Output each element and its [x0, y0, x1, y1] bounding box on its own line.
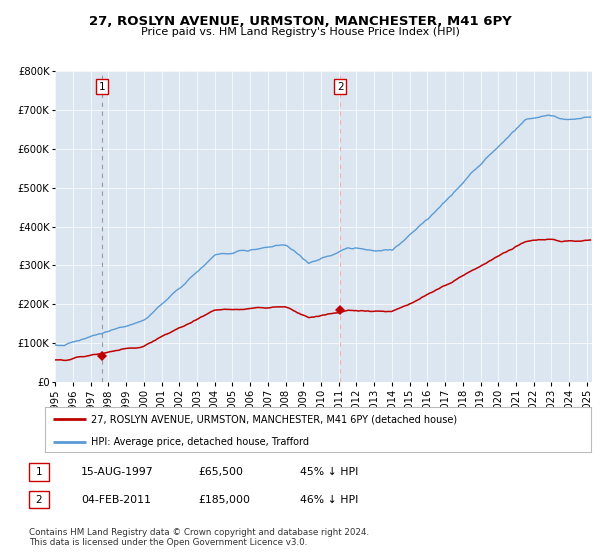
Text: 1: 1	[35, 467, 42, 477]
Text: 04-FEB-2011: 04-FEB-2011	[81, 494, 151, 505]
Text: 27, ROSLYN AVENUE, URMSTON, MANCHESTER, M41 6PY (detached house): 27, ROSLYN AVENUE, URMSTON, MANCHESTER, …	[91, 414, 458, 424]
Text: 2: 2	[35, 494, 42, 505]
Text: 27, ROSLYN AVENUE, URMSTON, MANCHESTER, M41 6PY: 27, ROSLYN AVENUE, URMSTON, MANCHESTER, …	[89, 15, 511, 28]
Text: £185,000: £185,000	[198, 494, 250, 505]
Text: Price paid vs. HM Land Registry's House Price Index (HPI): Price paid vs. HM Land Registry's House …	[140, 27, 460, 37]
Text: 46% ↓ HPI: 46% ↓ HPI	[300, 494, 358, 505]
Text: HPI: Average price, detached house, Trafford: HPI: Average price, detached house, Traf…	[91, 437, 310, 447]
Text: 15-AUG-1997: 15-AUG-1997	[81, 467, 154, 477]
Text: 45% ↓ HPI: 45% ↓ HPI	[300, 467, 358, 477]
Text: 2: 2	[337, 82, 344, 92]
Text: 1: 1	[98, 82, 105, 92]
Text: £65,500: £65,500	[198, 467, 243, 477]
Text: Contains HM Land Registry data © Crown copyright and database right 2024.
This d: Contains HM Land Registry data © Crown c…	[29, 528, 369, 547]
